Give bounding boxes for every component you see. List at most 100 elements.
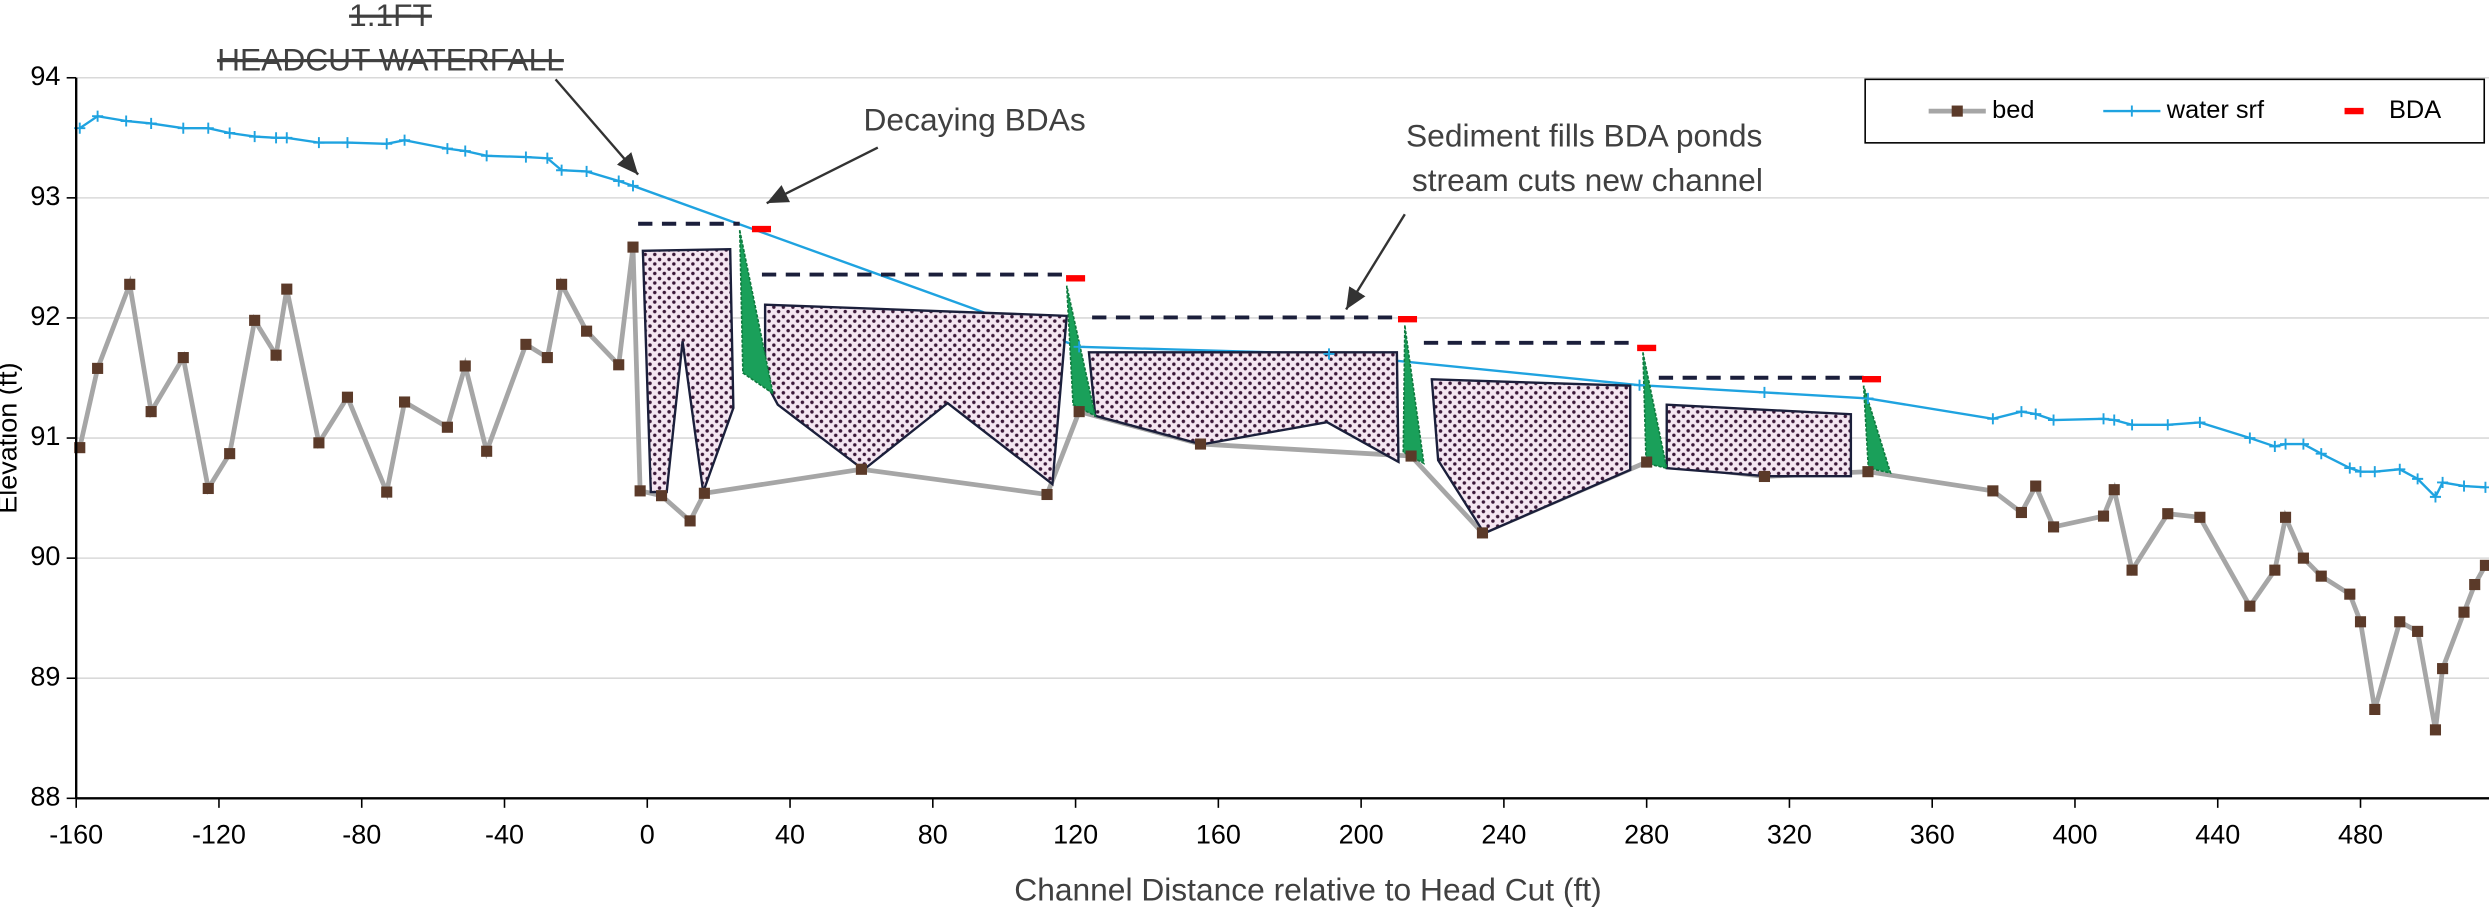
y-tick-label: 92 bbox=[30, 301, 60, 331]
data-point bbox=[249, 131, 260, 142]
x-tick-label: 160 bbox=[1196, 820, 1241, 850]
x-tick-label: 40 bbox=[775, 820, 805, 850]
data-point bbox=[2394, 616, 2405, 627]
data-point bbox=[178, 352, 189, 363]
data-point bbox=[2412, 626, 2423, 637]
x-tick-label: 240 bbox=[1481, 820, 1526, 850]
data-point bbox=[2280, 438, 2291, 449]
data-point bbox=[1759, 387, 1770, 398]
x-tick-label: -160 bbox=[49, 820, 103, 850]
annotation: Sediment fills BDA ponds bbox=[1406, 117, 1762, 153]
data-point bbox=[520, 339, 531, 350]
chart: 88899091929394-160-120-80-40040801201602… bbox=[0, 0, 2489, 911]
data-point bbox=[2016, 406, 2027, 417]
x-tick-label: -120 bbox=[192, 820, 246, 850]
y-tick-label: 94 bbox=[30, 61, 60, 91]
legend-label: bed bbox=[1992, 96, 2034, 124]
data-point bbox=[2394, 464, 2405, 475]
data-point bbox=[146, 118, 157, 129]
data-point bbox=[124, 279, 135, 290]
data-point bbox=[121, 115, 132, 126]
data-point bbox=[2269, 441, 2280, 452]
data-point bbox=[224, 127, 235, 138]
data-point bbox=[313, 437, 324, 448]
data-point bbox=[1041, 489, 1052, 500]
data-point bbox=[281, 132, 292, 143]
data-point bbox=[2048, 414, 2059, 425]
data-point bbox=[2344, 463, 2355, 474]
data-point bbox=[313, 137, 324, 148]
bda-triangle bbox=[1643, 352, 1667, 468]
data-point bbox=[1641, 457, 1652, 468]
data-point bbox=[2458, 481, 2469, 492]
sediment-fill bbox=[1667, 405, 1851, 476]
y-tick-label: 88 bbox=[30, 781, 60, 811]
data-point bbox=[2030, 408, 2041, 419]
y-tick-label: 93 bbox=[30, 181, 60, 211]
data-point bbox=[2048, 521, 2059, 532]
data-point bbox=[1987, 413, 1998, 424]
data-point bbox=[1406, 451, 1417, 462]
series-line bbox=[80, 247, 2486, 730]
data-point bbox=[635, 485, 646, 496]
y-tick-label: 89 bbox=[30, 661, 60, 691]
data-point bbox=[1195, 438, 1206, 449]
x-tick-label: 320 bbox=[1767, 820, 1812, 850]
sediment-fill bbox=[643, 249, 733, 492]
x-tick-label: 360 bbox=[1910, 820, 1955, 850]
axes: 88899091929394-160-120-80-40040801201602… bbox=[30, 61, 2489, 850]
data-point bbox=[2127, 419, 2138, 430]
legend-label: BDA bbox=[2389, 96, 2441, 124]
annotation-arrow bbox=[1346, 214, 1405, 309]
data-point bbox=[381, 138, 392, 149]
data-point bbox=[627, 242, 638, 253]
series-line bbox=[80, 116, 2486, 497]
data-point bbox=[460, 360, 471, 371]
x-tick-label: 0 bbox=[640, 820, 655, 850]
data-point bbox=[556, 279, 567, 290]
data-point bbox=[2127, 565, 2138, 576]
data-point bbox=[699, 488, 710, 499]
data-point bbox=[613, 359, 624, 370]
data-point bbox=[146, 406, 157, 417]
data-point bbox=[613, 175, 624, 186]
data-point bbox=[1862, 466, 1873, 477]
data-point bbox=[281, 284, 292, 295]
data-point bbox=[2369, 466, 2380, 477]
data-point bbox=[2109, 414, 2120, 425]
data-point bbox=[342, 392, 353, 403]
x-tick-label: 400 bbox=[2052, 820, 2097, 850]
data-point bbox=[2194, 512, 2205, 523]
data-point bbox=[2355, 466, 2366, 477]
data-point bbox=[1759, 471, 1770, 482]
x-tick-label: 440 bbox=[2195, 820, 2240, 850]
data-point bbox=[342, 137, 353, 148]
data-point bbox=[271, 350, 282, 361]
data-point bbox=[2355, 616, 2366, 627]
data-point bbox=[1987, 485, 1998, 496]
data-point bbox=[481, 446, 492, 457]
data-point bbox=[381, 487, 392, 498]
bda-triangle bbox=[1403, 325, 1424, 463]
data-point bbox=[224, 448, 235, 459]
data-point bbox=[203, 483, 214, 494]
pond-illustration bbox=[638, 224, 1890, 533]
x-tick-label: 80 bbox=[918, 820, 948, 850]
data-point bbox=[2269, 565, 2280, 576]
data-point bbox=[2316, 448, 2327, 459]
x-tick-label: -40 bbox=[485, 820, 524, 850]
data-point bbox=[2194, 417, 2205, 428]
data-point bbox=[627, 180, 638, 191]
data-point bbox=[2469, 579, 2480, 590]
y-tick-label: 90 bbox=[30, 541, 60, 571]
data-point bbox=[2437, 663, 2448, 674]
data-point bbox=[399, 135, 410, 146]
data-point bbox=[203, 123, 214, 134]
annotation: stream cuts new channel bbox=[1412, 162, 1763, 198]
data-point bbox=[249, 315, 260, 326]
x-tick-label: -80 bbox=[342, 820, 381, 850]
data-point bbox=[399, 396, 410, 407]
sediment-fill bbox=[765, 305, 1067, 484]
data-point bbox=[2458, 607, 2469, 618]
data-point bbox=[520, 151, 531, 162]
